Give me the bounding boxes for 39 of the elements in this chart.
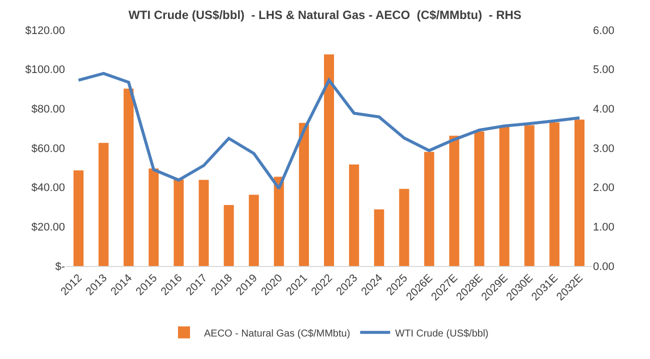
chart-title: WTI Crude (US$/bbl) - LHS & Natural Gas - AECO (C$/MMbtu) - RHS	[128, 8, 522, 22]
y-tick-label: $100.00	[25, 64, 65, 76]
y2-tick-label: 5.00	[593, 64, 614, 76]
y-tick-label: $20.00	[31, 222, 65, 234]
bar	[324, 54, 334, 266]
bar	[224, 205, 234, 266]
bar	[349, 164, 360, 266]
bar	[298, 122, 309, 266]
bar	[274, 176, 284, 266]
bar	[574, 120, 584, 266]
y-tick-label: $120.00	[25, 24, 65, 37]
bar	[148, 168, 159, 266]
y2-tick-label: 2.00	[593, 182, 614, 194]
legend-label: AECO - Natural Gas (C$/MMbtu)	[204, 328, 350, 340]
legend-label: WTI Crude (US$/bbl)	[395, 328, 489, 340]
bar	[474, 131, 484, 266]
y2-tick-label: 1.00	[593, 222, 614, 234]
bar	[174, 179, 184, 266]
bar	[524, 125, 534, 266]
y2-tick-label: 4.00	[593, 104, 614, 116]
bar	[198, 180, 209, 266]
bar	[124, 88, 134, 266]
bar	[248, 194, 259, 266]
bar	[74, 170, 84, 266]
y2-tick-label: 0.00	[593, 260, 614, 273]
bar	[549, 122, 560, 266]
y-tick-label: $-	[55, 260, 66, 273]
y2-tick-label: 6.00	[593, 24, 614, 37]
y2-tick-label: 3.00	[593, 142, 614, 155]
bar	[399, 188, 410, 266]
y-tick-label: $80.00	[31, 104, 65, 116]
line-series	[77, 72, 581, 190]
bar	[499, 126, 510, 266]
bar	[449, 136, 460, 266]
bar	[374, 209, 384, 266]
y-tick-label: $40.00	[31, 182, 65, 194]
bar	[98, 142, 109, 266]
bar	[424, 152, 434, 266]
y-tick-label: $60.00	[31, 142, 65, 155]
